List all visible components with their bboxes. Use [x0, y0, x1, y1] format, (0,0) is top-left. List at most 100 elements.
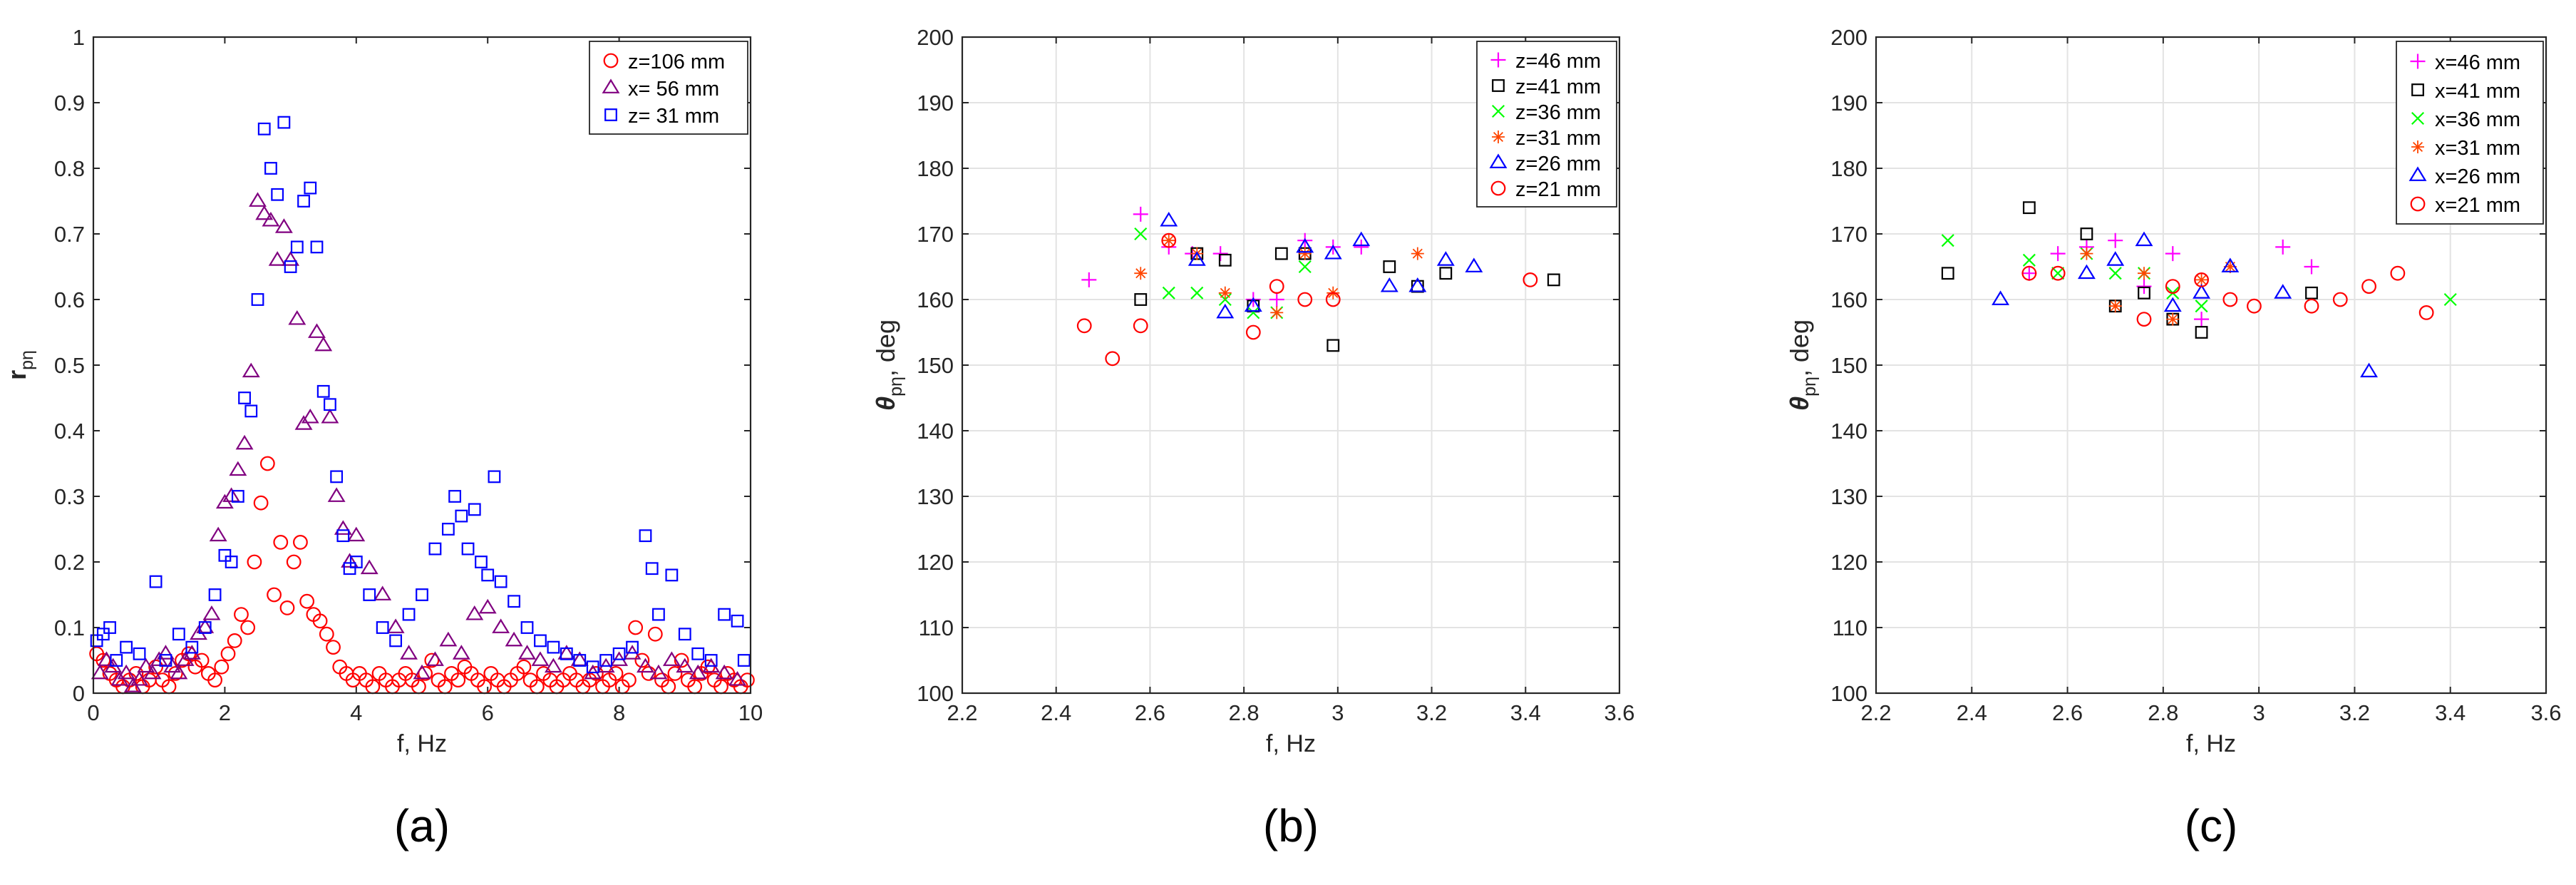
data-point [279, 600, 295, 615]
panel-label: (a) [394, 800, 450, 851]
data-point [715, 664, 733, 680]
data-point [330, 470, 344, 484]
legend-label: z=46 mm [1515, 50, 1601, 73]
data-point [149, 575, 163, 588]
data-point [647, 626, 663, 642]
data-point [1439, 267, 1453, 280]
legend-label: x=36 mm [2435, 108, 2520, 131]
y-axis-label: θpη, deg [871, 319, 906, 411]
data-point [2195, 300, 2208, 313]
data-point [271, 188, 284, 201]
data-point [465, 605, 484, 620]
data-point [1408, 277, 1427, 292]
x-tick-label: 3.4 [1510, 700, 1541, 725]
data-point [284, 260, 297, 273]
data-point [2108, 300, 2122, 313]
data-point [222, 487, 241, 502]
data-point [327, 487, 346, 502]
x-axis-label: f, Hz [397, 730, 447, 757]
data-point [731, 614, 744, 628]
x-tick-label: 3 [2253, 700, 2265, 725]
data-point [1133, 206, 1148, 222]
data-point [267, 587, 282, 603]
data-point [475, 556, 488, 568]
data-point [2135, 231, 2153, 247]
data-point [282, 251, 300, 266]
data-point [274, 218, 293, 233]
y-tick-label: 0.1 [54, 615, 85, 640]
data-point [2304, 259, 2319, 275]
data-point [518, 645, 536, 660]
data-point [1352, 231, 1371, 247]
data-point [1269, 279, 1284, 295]
data-point [128, 666, 144, 681]
y-tick-label: 0.9 [54, 91, 85, 116]
y-tick-label: 1 [73, 25, 85, 50]
data-point [259, 456, 275, 471]
data-point [2136, 312, 2152, 327]
y-axis-label: rpη [2, 350, 37, 380]
legend-label: z=21 mm [1515, 178, 1601, 201]
x-tick-label: 2.4 [1957, 700, 1987, 725]
legend-item: z=106 mm [603, 51, 725, 73]
data-point [185, 640, 199, 654]
data-point [639, 529, 652, 543]
legend-marker [1492, 79, 1505, 92]
data-point [599, 654, 613, 667]
data-point [2022, 253, 2036, 267]
data-point [249, 192, 267, 207]
data-point [2166, 312, 2180, 326]
data-point [137, 658, 155, 673]
data-point [1326, 339, 1340, 352]
legend-marker [1489, 153, 1508, 168]
data-point [2221, 257, 2240, 272]
x-tick-label: 2.2 [947, 700, 977, 725]
data-point [2022, 201, 2036, 215]
x-tick-label: 3.2 [2339, 700, 2370, 725]
data-point [326, 640, 341, 655]
data-point [347, 526, 366, 542]
data-point [264, 162, 277, 175]
data-point [316, 384, 330, 398]
data-point [1187, 251, 1206, 266]
axes-box [92, 36, 752, 695]
data-point [737, 654, 751, 667]
series-6 [2021, 265, 2434, 327]
data-point [2194, 312, 2210, 327]
axes-box [1875, 36, 2547, 695]
data-point [534, 634, 547, 648]
data-point [400, 645, 418, 660]
data-point [1274, 247, 1288, 260]
data-point [288, 310, 306, 325]
data-point [319, 626, 334, 642]
data-point [1218, 292, 1232, 307]
data-point [2390, 265, 2406, 281]
y-tick-label: 100 [917, 681, 954, 706]
legend-label: x=41 mm [2435, 80, 2520, 103]
data-point [2138, 286, 2150, 300]
y-tick-label: 0 [73, 681, 85, 706]
legend-item: z= 31 mm [604, 105, 719, 128]
data-point [1269, 292, 1284, 307]
data-point [2275, 239, 2291, 255]
data-point [91, 664, 109, 680]
data-point [676, 658, 694, 673]
data-point [2304, 298, 2319, 314]
data-point [1134, 267, 1148, 280]
legend-item: z=41 mm [1492, 76, 1601, 98]
data-point [310, 240, 324, 254]
data-point [343, 562, 356, 575]
panel-3: 2.2 2.4 2.6 2.8 3 3.2 3.4 3.6 100 110 120 130 140 150… [1785, 25, 2562, 851]
data-point [560, 647, 573, 660]
y-tick-label: 0.4 [54, 419, 85, 444]
data-point [424, 653, 440, 668]
data-point [214, 659, 230, 675]
data-point [156, 645, 175, 660]
legend-marker [2411, 140, 2424, 153]
data-point [301, 408, 319, 424]
x-tick-label: 2 [219, 700, 231, 725]
legend-item: x=26 mm [2408, 165, 2520, 188]
data-point [268, 251, 287, 266]
